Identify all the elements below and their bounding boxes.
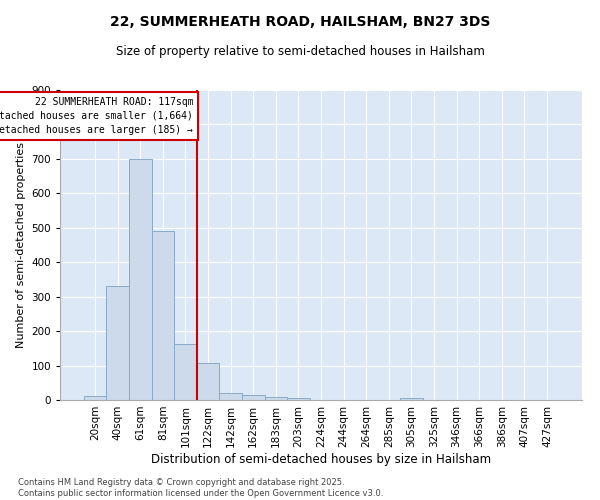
- Text: 22 SUMMERHEATH ROAD: 117sqm
← 90% of semi-detached houses are smaller (1,664)
  : 22 SUMMERHEATH ROAD: 117sqm ← 90% of sem…: [0, 97, 193, 135]
- Text: Size of property relative to semi-detached houses in Hailsham: Size of property relative to semi-detach…: [116, 45, 484, 58]
- Bar: [400, 398, 422, 400]
- Bar: [129, 159, 152, 400]
- Bar: [197, 363, 220, 400]
- Bar: [287, 398, 310, 400]
- Bar: [106, 286, 129, 400]
- Bar: [220, 393, 242, 400]
- Bar: [84, 396, 106, 400]
- X-axis label: Distribution of semi-detached houses by size in Hailsham: Distribution of semi-detached houses by …: [151, 452, 491, 466]
- Bar: [152, 231, 174, 400]
- Bar: [174, 344, 197, 400]
- Bar: [265, 396, 287, 400]
- Text: Contains HM Land Registry data © Crown copyright and database right 2025.
Contai: Contains HM Land Registry data © Crown c…: [18, 478, 383, 498]
- Y-axis label: Number of semi-detached properties: Number of semi-detached properties: [16, 142, 26, 348]
- Bar: [242, 395, 265, 400]
- Text: 22, SUMMERHEATH ROAD, HAILSHAM, BN27 3DS: 22, SUMMERHEATH ROAD, HAILSHAM, BN27 3DS: [110, 15, 490, 29]
